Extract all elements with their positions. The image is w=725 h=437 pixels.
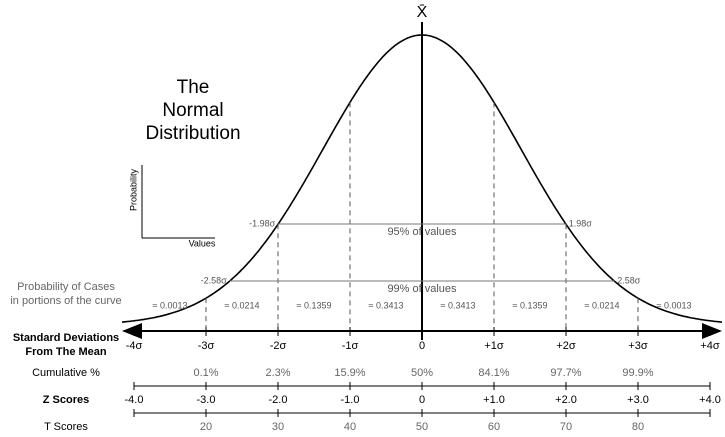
row-value: -4.0 xyxy=(125,394,144,406)
row-value: +3.0 xyxy=(627,394,649,406)
bell-curve xyxy=(121,34,723,323)
row-value: -1σ xyxy=(342,340,359,352)
interval-label: 95% of values xyxy=(387,226,457,238)
title-line: Distribution xyxy=(145,123,240,144)
row-value: 80 xyxy=(632,421,644,433)
title-line: Normal xyxy=(162,100,223,121)
probability-value: ≈ 0.3413 xyxy=(369,300,404,310)
mean-label: X̄ xyxy=(417,4,428,21)
row-value: -1.0 xyxy=(341,394,360,406)
interval-left-label: -2.58σ xyxy=(201,275,228,285)
probability-value: ≈ 0.0214 xyxy=(225,300,260,310)
row-value: 84.1% xyxy=(478,367,509,379)
row-value: 97.7% xyxy=(550,367,581,379)
row-label: Standard Deviations xyxy=(13,332,119,344)
row-value: +1.0 xyxy=(483,394,505,406)
probability-value: ≈ 0.0013 xyxy=(153,300,188,310)
row-value: -2σ xyxy=(270,340,287,352)
row-value: 99.9% xyxy=(622,367,653,379)
row-label: Z Scores xyxy=(43,394,89,406)
probability-label: in portions of the curve xyxy=(10,295,121,307)
row-value: 0.1% xyxy=(193,367,218,379)
interval-right-label: 1.98σ xyxy=(569,218,593,228)
row-value: +4σ xyxy=(700,340,720,352)
row-value: -4σ xyxy=(126,340,143,352)
row-value: +2σ xyxy=(556,340,576,352)
interval-label: 99% of values xyxy=(387,283,457,295)
probability-value: ≈ 0.0214 xyxy=(585,300,620,310)
row-value: -3σ xyxy=(198,340,215,352)
row-label: From The Mean xyxy=(25,346,107,358)
row-value: 70 xyxy=(560,421,572,433)
probability-value: ≈ 0.1359 xyxy=(297,300,332,310)
row-value: 50 xyxy=(416,421,428,433)
row-value: +1σ xyxy=(484,340,504,352)
row-value: 20 xyxy=(200,421,212,433)
inset-x-label: Values xyxy=(189,238,216,248)
row-value: 15.9% xyxy=(334,367,365,379)
row-value: +3σ xyxy=(628,340,648,352)
interval-right-label: 2.58σ xyxy=(617,275,641,285)
row-label: T Scores xyxy=(44,421,88,433)
row-value: 60 xyxy=(488,421,500,433)
row-value: 50% xyxy=(411,367,433,379)
interval-left-label: -1.98σ xyxy=(249,218,276,228)
probability-value: ≈ 0.3413 xyxy=(441,300,476,310)
title-line: The xyxy=(177,77,210,98)
row-value: +2.0 xyxy=(555,394,577,406)
probability-value: ≈ 0.0013 xyxy=(657,300,692,310)
row-value: -3.0 xyxy=(197,394,216,406)
row-value: 2.3% xyxy=(265,367,290,379)
probability-value: ≈ 0.1359 xyxy=(513,300,548,310)
row-value: 40 xyxy=(344,421,356,433)
row-value: -2.0 xyxy=(269,394,288,406)
row-value: +4.0 xyxy=(699,394,721,406)
probability-label: Probability of Cases xyxy=(17,281,115,293)
inset-y-label: Probability xyxy=(128,168,138,211)
row-value: 30 xyxy=(272,421,284,433)
row-value: 0 xyxy=(419,340,425,352)
row-value: 0 xyxy=(419,394,425,406)
row-label: Cumulative % xyxy=(32,367,100,379)
